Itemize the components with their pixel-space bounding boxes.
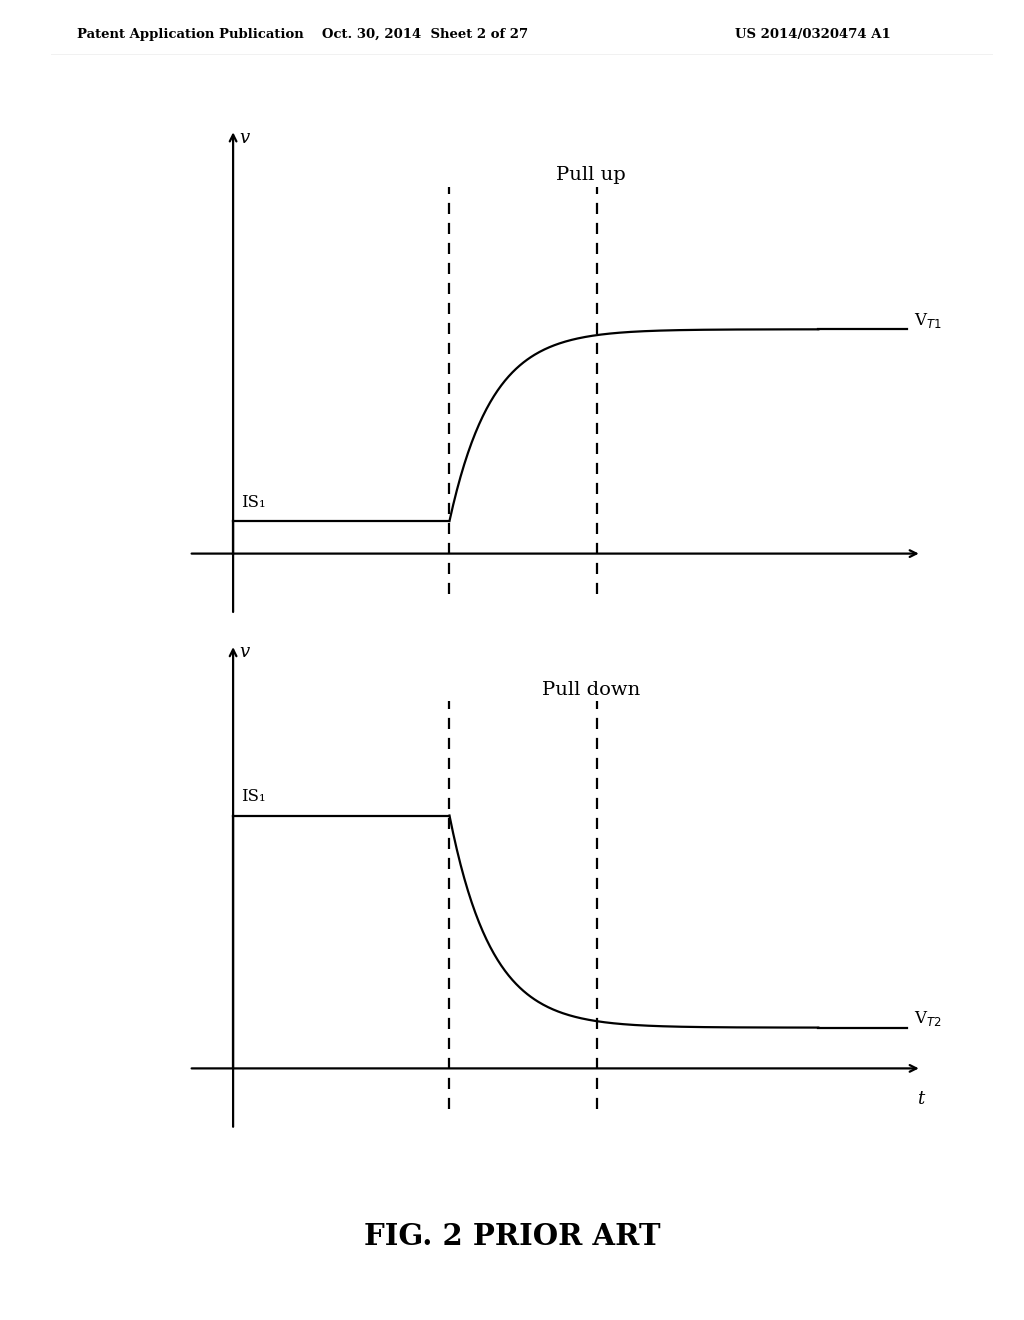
- Text: V$_{T1}$: V$_{T1}$: [913, 310, 941, 330]
- Text: IS₁: IS₁: [241, 788, 265, 805]
- Text: t: t: [916, 1090, 924, 1107]
- Text: v: v: [239, 643, 249, 661]
- Text: Oct. 30, 2014  Sheet 2 of 27: Oct. 30, 2014 Sheet 2 of 27: [322, 28, 528, 41]
- Text: V$_{T2}$: V$_{T2}$: [913, 1010, 941, 1028]
- Text: US 2014/0320474 A1: US 2014/0320474 A1: [735, 28, 891, 41]
- Text: Pull up: Pull up: [556, 166, 626, 185]
- Text: Patent Application Publication: Patent Application Publication: [77, 28, 303, 41]
- Text: FIG. 2 PRIOR ART: FIG. 2 PRIOR ART: [364, 1222, 660, 1251]
- Text: Pull down: Pull down: [542, 681, 640, 700]
- Text: v: v: [239, 128, 249, 147]
- Text: IS₁: IS₁: [241, 494, 265, 511]
